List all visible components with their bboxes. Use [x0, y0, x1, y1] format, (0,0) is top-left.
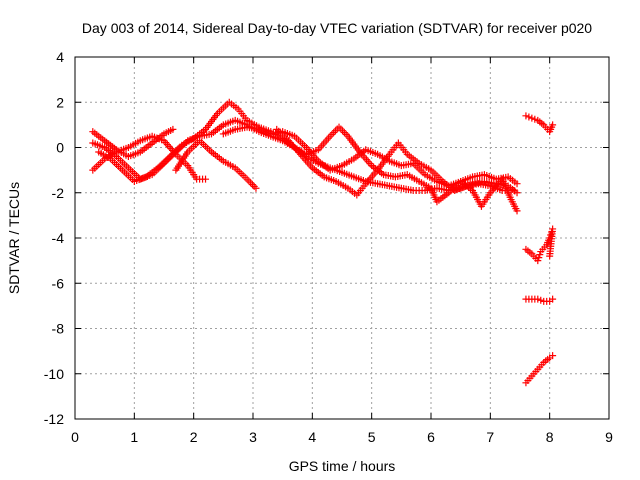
x-tick-label: 8 [546, 429, 554, 445]
data-point [513, 180, 521, 188]
x-tick-labels: 0 1 2 3 4 5 6 7 8 9 [71, 429, 613, 445]
data-point [536, 251, 544, 259]
x-tick-label: 2 [190, 429, 198, 445]
plot-frame [74, 56, 610, 420]
x-tick-label: 4 [308, 429, 316, 445]
data-point [549, 352, 557, 360]
data-point [252, 184, 260, 192]
y-tick-label: -8 [52, 321, 65, 337]
y-tick-label: 0 [56, 140, 64, 156]
data-point [340, 129, 348, 137]
data-point [546, 252, 554, 260]
chart-title: Day 003 of 2014, Sidereal Day-to-day VTE… [82, 20, 592, 36]
y-tick-label: 2 [56, 94, 64, 110]
data-point [202, 175, 210, 183]
data-point [335, 123, 343, 131]
data-point [547, 231, 555, 239]
data-point [248, 181, 256, 189]
data-point [528, 114, 536, 122]
x-axis-label: GPS time / hours [289, 458, 396, 474]
x-tick-label: 5 [368, 429, 376, 445]
grid-lines [75, 57, 609, 419]
series-track-7 [273, 125, 518, 199]
data-points [89, 98, 557, 387]
data-point [510, 186, 518, 194]
x-tick-label: 7 [486, 429, 494, 445]
series-track-10 [522, 295, 557, 305]
data-point [331, 127, 339, 135]
data-point [534, 295, 542, 303]
data-point [534, 257, 542, 265]
data-point [342, 130, 350, 138]
y-tick-label: -4 [52, 230, 65, 246]
data-point [337, 125, 345, 133]
y-tick-label: -6 [52, 275, 65, 291]
data-point [525, 113, 533, 121]
y-tick-label: -10 [44, 366, 64, 382]
x-tick-label: 9 [605, 429, 613, 445]
data-point [522, 112, 530, 120]
y-tick-label: -12 [44, 411, 64, 427]
data-point [328, 130, 336, 138]
series-track-5 [172, 137, 260, 192]
data-point [549, 121, 557, 129]
data-point [513, 207, 521, 215]
x-tick-label: 0 [71, 429, 79, 445]
data-point [531, 115, 539, 123]
y-tick-label: 4 [56, 49, 64, 65]
data-point [535, 254, 543, 262]
x-tick-label: 3 [249, 429, 257, 445]
series-track-4 [95, 98, 521, 215]
data-point [247, 179, 255, 187]
data-point [245, 177, 253, 185]
x-tick-label: 1 [130, 429, 138, 445]
y-axis-label: SDTVAR / TECUs [6, 182, 22, 294]
x-tick-label: 6 [427, 429, 435, 445]
data-point [250, 182, 258, 190]
data-point [169, 125, 177, 133]
series-track-8 [522, 112, 557, 136]
series-track-11 [522, 352, 557, 387]
data-point [330, 129, 338, 137]
y-tick-label: -2 [52, 185, 65, 201]
y-tick-labels: 4 2 0 -2 -4 -6 -8 -10 -12 [44, 49, 64, 427]
series-track-9 [522, 225, 557, 265]
data-point [339, 127, 347, 135]
data-point [537, 296, 545, 304]
data-point [549, 295, 557, 303]
